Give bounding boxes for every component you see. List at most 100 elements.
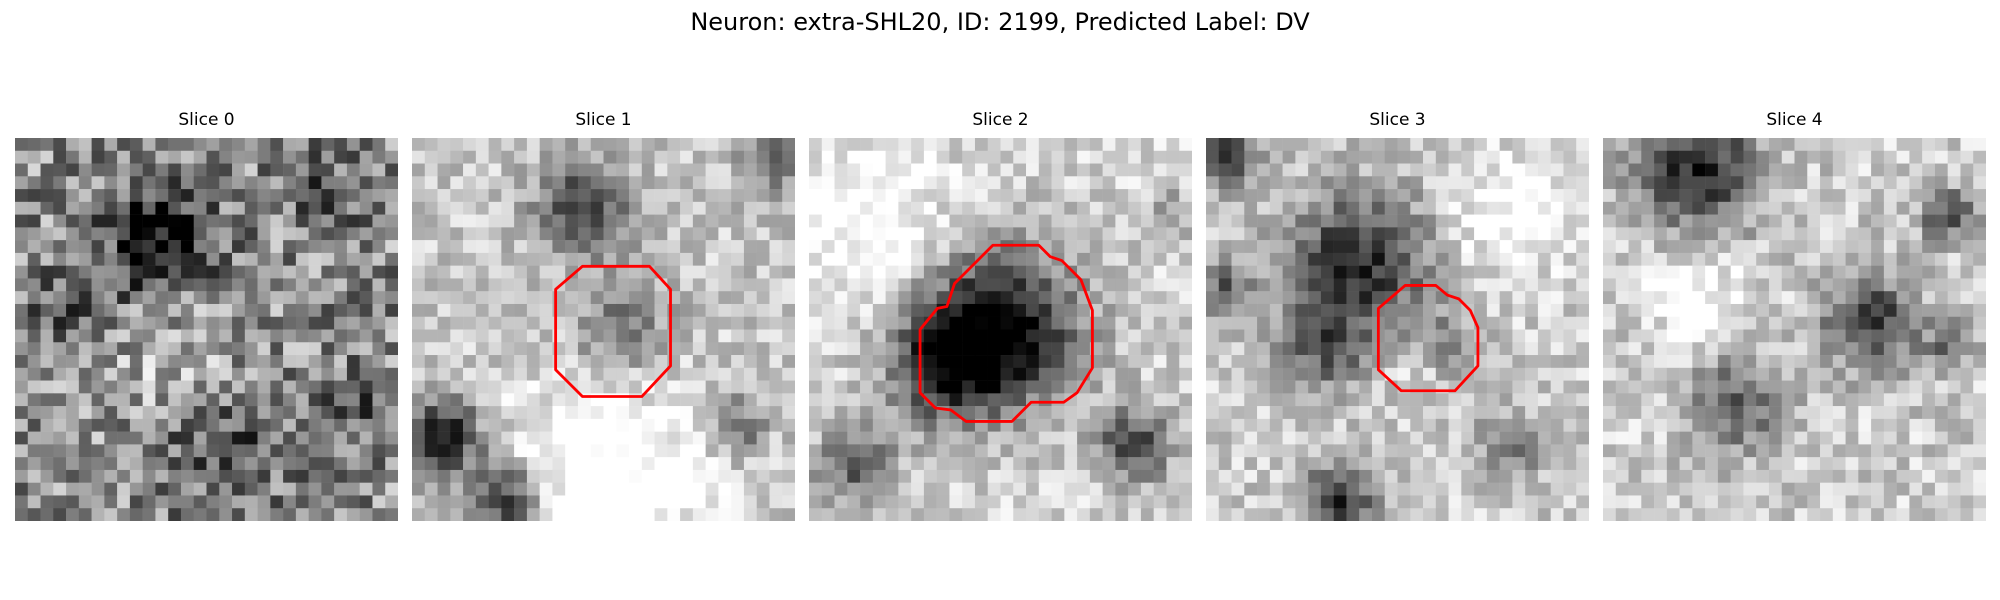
pixel bbox=[860, 214, 874, 228]
pixel bbox=[911, 406, 925, 420]
pixel bbox=[1269, 406, 1283, 420]
pixel bbox=[1730, 393, 1744, 407]
pixel bbox=[1832, 329, 1846, 343]
pixel bbox=[1896, 393, 1910, 407]
pixel bbox=[155, 342, 169, 356]
pixel bbox=[821, 214, 835, 228]
pixel bbox=[911, 176, 925, 190]
pixel bbox=[1295, 342, 1309, 356]
pixel bbox=[1257, 342, 1271, 356]
pixel bbox=[359, 329, 373, 343]
pixel bbox=[1179, 214, 1192, 228]
pixel bbox=[193, 227, 207, 241]
pixel bbox=[346, 303, 360, 317]
pixel bbox=[1909, 316, 1923, 330]
pixel bbox=[692, 457, 706, 471]
pixel bbox=[514, 278, 528, 292]
pixel bbox=[1768, 431, 1782, 445]
pixel bbox=[463, 138, 477, 152]
pixel bbox=[821, 393, 835, 407]
pixel bbox=[1883, 176, 1897, 190]
pixel bbox=[1705, 227, 1719, 241]
pixel bbox=[1896, 431, 1910, 445]
pixel bbox=[1179, 444, 1192, 458]
pixel bbox=[180, 240, 194, 254]
pixel bbox=[27, 278, 41, 292]
pixel bbox=[15, 431, 29, 445]
slice-image bbox=[1206, 138, 1589, 521]
pixel bbox=[860, 150, 874, 164]
pixel bbox=[1231, 201, 1245, 215]
pixel bbox=[936, 278, 950, 292]
pixel bbox=[834, 508, 848, 521]
pixel bbox=[385, 444, 398, 458]
pixel bbox=[346, 482, 360, 496]
pixel bbox=[1359, 278, 1373, 292]
pixel bbox=[1743, 482, 1757, 496]
pixel bbox=[1615, 265, 1629, 279]
pixel bbox=[450, 444, 464, 458]
pixel bbox=[1140, 482, 1154, 496]
pixel bbox=[1781, 355, 1795, 369]
pixel bbox=[629, 495, 643, 509]
pixel bbox=[1705, 252, 1719, 266]
pixel bbox=[437, 201, 451, 215]
pixel bbox=[1960, 252, 1974, 266]
pixel bbox=[1871, 367, 1885, 381]
pixel bbox=[1807, 406, 1821, 420]
pixel bbox=[142, 150, 156, 164]
pixel bbox=[731, 150, 745, 164]
pixel bbox=[15, 240, 29, 254]
pixel bbox=[539, 303, 553, 317]
pixel bbox=[1960, 444, 1974, 458]
pixel bbox=[1140, 303, 1154, 317]
pixel bbox=[974, 214, 988, 228]
pixel bbox=[731, 214, 745, 228]
pixel bbox=[155, 291, 169, 305]
pixel bbox=[193, 431, 207, 445]
pixel bbox=[987, 495, 1001, 509]
pixel bbox=[936, 291, 950, 305]
pixel bbox=[450, 227, 464, 241]
pixel bbox=[987, 227, 1001, 241]
pixel bbox=[834, 240, 848, 254]
pixel bbox=[295, 138, 309, 152]
pixel bbox=[847, 367, 861, 381]
pixel bbox=[244, 252, 258, 266]
pixel bbox=[66, 380, 80, 394]
pixel bbox=[1654, 252, 1668, 266]
pixel bbox=[1295, 265, 1309, 279]
pixel bbox=[1922, 227, 1936, 241]
pixel bbox=[53, 508, 67, 521]
pixel bbox=[834, 418, 848, 432]
pixel bbox=[1781, 252, 1795, 266]
pixel bbox=[1269, 214, 1283, 228]
pixel bbox=[974, 265, 988, 279]
pixel bbox=[501, 176, 515, 190]
pixel bbox=[359, 163, 373, 177]
pixel bbox=[180, 265, 194, 279]
pixel bbox=[463, 380, 477, 394]
pixel bbox=[616, 138, 630, 152]
pixel bbox=[424, 150, 438, 164]
pixel bbox=[1807, 201, 1821, 215]
pixel bbox=[1730, 252, 1744, 266]
pixel bbox=[180, 278, 194, 292]
pixel bbox=[821, 176, 835, 190]
pixel bbox=[1499, 240, 1513, 254]
pixel bbox=[539, 469, 553, 483]
pixel bbox=[104, 201, 118, 215]
pixel bbox=[1089, 201, 1103, 215]
pixel bbox=[1794, 316, 1808, 330]
pixel bbox=[1705, 508, 1719, 521]
pixel bbox=[1896, 150, 1910, 164]
pixel bbox=[1218, 457, 1232, 471]
pixel bbox=[821, 342, 835, 356]
pixel bbox=[1333, 265, 1347, 279]
pixel bbox=[1269, 150, 1283, 164]
pixel bbox=[1820, 214, 1834, 228]
pixel bbox=[412, 355, 426, 369]
pixel bbox=[1628, 252, 1642, 266]
pixel bbox=[1550, 393, 1564, 407]
pixel bbox=[193, 265, 207, 279]
